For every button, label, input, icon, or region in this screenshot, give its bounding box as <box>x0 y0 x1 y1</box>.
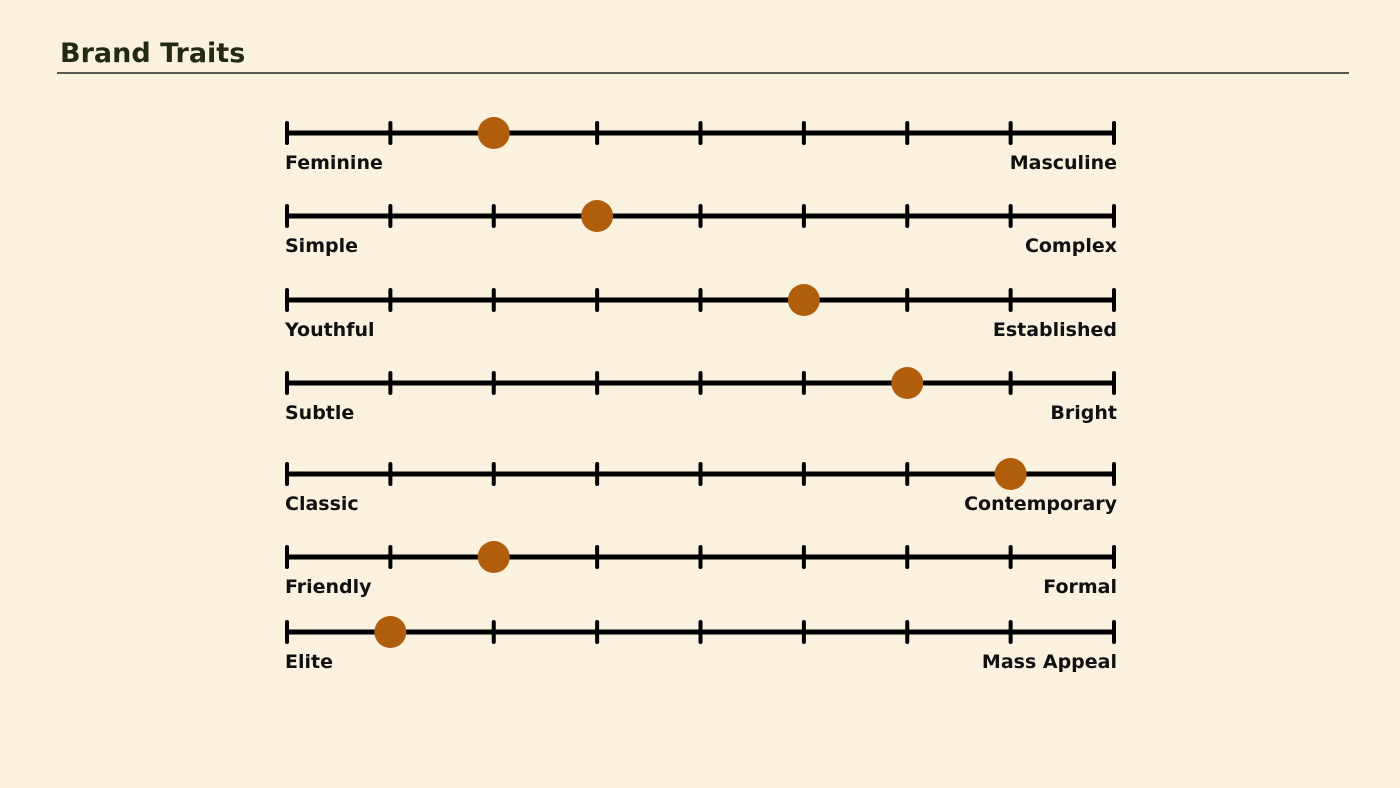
right-label: Complex <box>1025 235 1117 257</box>
left-label: Elite <box>285 651 333 673</box>
trait-dot <box>477 117 510 149</box>
left-label: Classic <box>285 493 359 515</box>
trait-dot <box>787 284 820 316</box>
trait-dot <box>477 541 510 573</box>
trait-dot <box>994 458 1027 490</box>
trait-dot <box>581 200 614 232</box>
right-label: Mass Appeal <box>982 651 1117 673</box>
trait-dot <box>374 616 407 648</box>
left-label: Simple <box>285 235 358 257</box>
right-label: Formal <box>1043 576 1117 598</box>
right-label: Masculine <box>1010 152 1117 174</box>
right-label: Bright <box>1050 402 1117 424</box>
left-label: Youthful <box>284 319 375 341</box>
title: Brand Traits <box>60 38 245 69</box>
left-label: Subtle <box>285 402 354 424</box>
left-label: Friendly <box>285 576 372 598</box>
trait-dot <box>891 367 924 399</box>
right-label: Contemporary <box>964 493 1118 515</box>
left-label: Feminine <box>285 152 383 174</box>
right-label: Established <box>993 319 1117 341</box>
